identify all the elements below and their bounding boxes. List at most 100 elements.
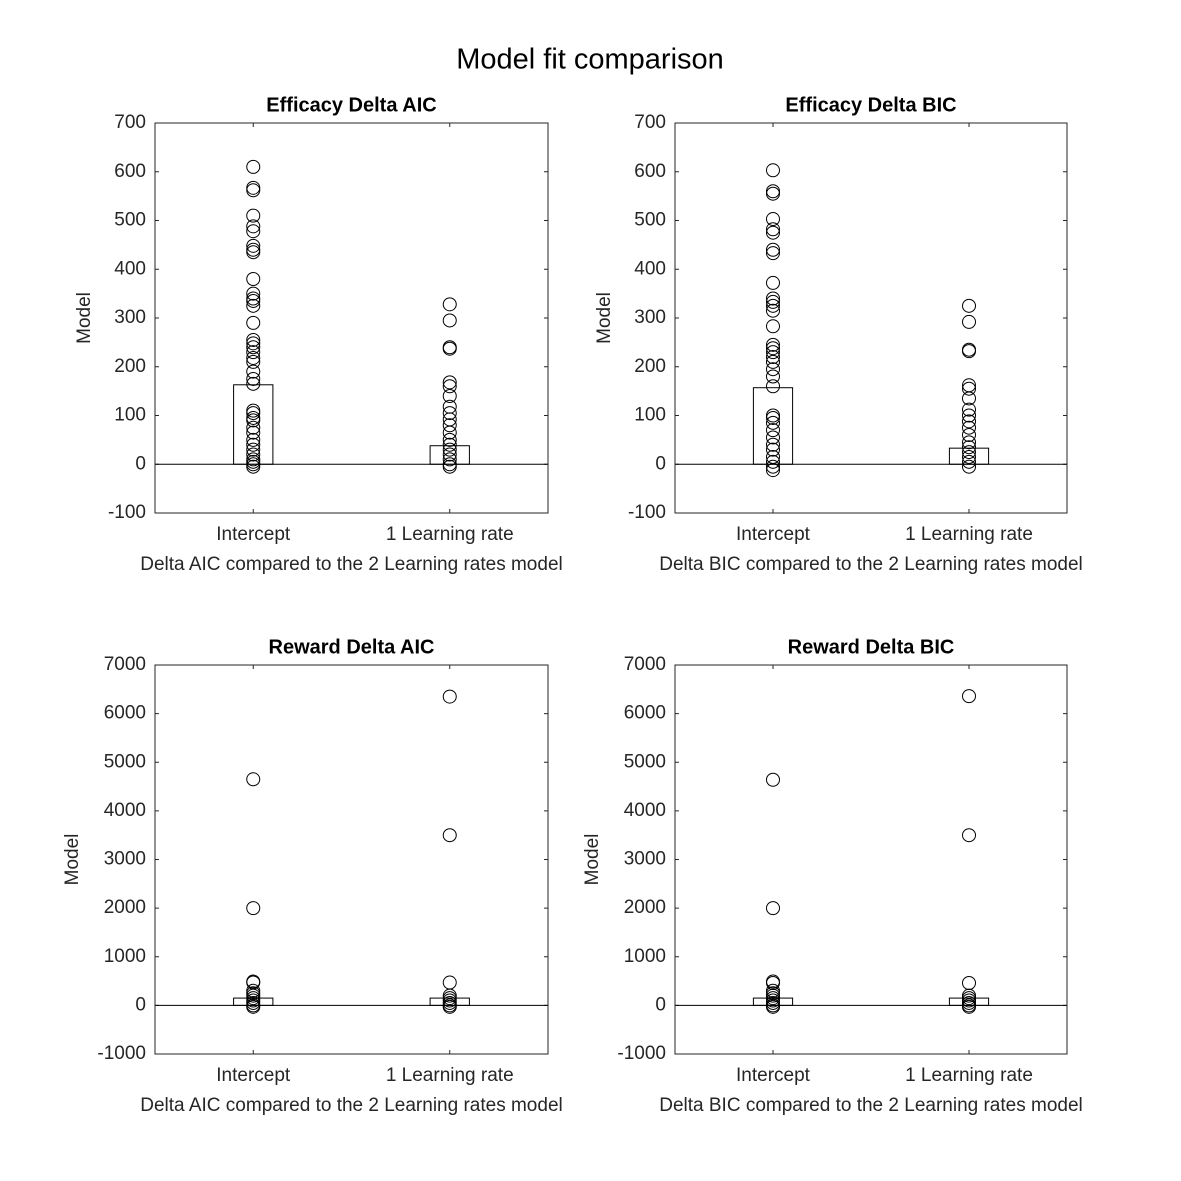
data-point (246, 447, 261, 462)
data-point (246, 354, 261, 369)
data-point (962, 391, 976, 406)
y-tick-label: 5000 (624, 751, 666, 772)
data-point (442, 389, 457, 403)
data-point (246, 286, 261, 301)
y-tick-label: 200 (634, 356, 666, 377)
x-tick-label: Intercept (736, 524, 811, 545)
x-tick-label: 1 Learning rate (905, 524, 1033, 545)
data-point (442, 418, 457, 433)
data-point (442, 437, 457, 452)
x-tick-label: Intercept (736, 1065, 811, 1086)
data-point (766, 298, 780, 313)
y-tick-label: -1000 (617, 1043, 666, 1064)
x-tick-label: 1 Learning rate (386, 524, 514, 545)
y-tick-label: 100 (634, 405, 666, 426)
data-point (246, 224, 261, 239)
x-axis-label: Delta AIC compared to the 2 Learning rat… (140, 1095, 562, 1116)
y-tick-label: 600 (634, 161, 666, 182)
data-point (962, 402, 976, 417)
y-tick-label: 4000 (104, 800, 146, 821)
y-tick-label: 3000 (104, 849, 146, 870)
data-point (962, 454, 976, 469)
y-tick-label: 300 (114, 307, 146, 328)
data-point (246, 345, 261, 360)
y-tick-label: 0 (135, 453, 146, 474)
data-point (766, 212, 780, 227)
x-tick-label: 1 Learning rate (386, 1065, 514, 1086)
data-point (246, 413, 261, 428)
data-point (442, 828, 457, 843)
data-point (766, 291, 780, 306)
figure-title: Model fit comparison (456, 44, 724, 76)
axes-box (154, 122, 549, 514)
y-tick-label: 600 (114, 161, 146, 182)
y-tick-label: 2000 (104, 897, 146, 918)
x-axis-label: Delta BIC compared to the 2 Learning rat… (659, 554, 1083, 575)
data-point (442, 999, 457, 1014)
x-tick-label: Intercept (216, 524, 291, 545)
data-point (766, 901, 780, 916)
data-point (962, 344, 976, 359)
data-point (962, 449, 976, 464)
y-tick-label: 400 (634, 258, 666, 279)
data-point (962, 381, 976, 396)
data-point (766, 345, 780, 360)
data-point (246, 437, 261, 452)
data-point (766, 442, 780, 457)
data-point (766, 163, 780, 178)
data-point (246, 364, 261, 379)
y-tick-label: 500 (114, 210, 146, 231)
data-point (246, 183, 261, 198)
y-tick-label: 6000 (624, 703, 666, 724)
data-point (246, 272, 261, 286)
data-point (246, 293, 261, 308)
data-point (442, 459, 457, 474)
y-tick-label: -100 (108, 502, 146, 523)
data-point (246, 459, 261, 474)
data-point (442, 375, 457, 390)
data-point (246, 340, 261, 355)
data-point (766, 463, 780, 478)
data-point (246, 999, 261, 1014)
x-axis-label: Delta AIC compared to the 2 Learning rat… (140, 554, 562, 575)
data-point (962, 445, 976, 460)
data-point (766, 246, 780, 261)
data-point (766, 437, 780, 452)
data-point (766, 999, 780, 1014)
y-tick-label: 0 (655, 453, 666, 474)
data-point (246, 332, 261, 347)
axes-box (674, 122, 1068, 514)
data-point (962, 414, 976, 429)
bar (752, 387, 794, 465)
data-point (766, 415, 780, 430)
data-point (246, 901, 261, 916)
data-point (766, 222, 780, 237)
data-point (962, 440, 976, 455)
data-point (246, 350, 261, 365)
y-tick-label: 100 (114, 405, 146, 426)
data-point (442, 341, 457, 356)
y-tick-label: 4000 (624, 800, 666, 821)
data-point (766, 454, 780, 469)
data-point (246, 238, 261, 253)
data-point (246, 425, 261, 440)
x-axis-label: Delta BIC compared to the 2 Learning rat… (659, 1095, 1083, 1116)
data-point (962, 420, 976, 435)
y-tick-label: 5000 (104, 751, 146, 772)
data-point (766, 379, 780, 394)
data-point (246, 219, 261, 234)
data-point (766, 275, 780, 290)
data-point (962, 689, 976, 704)
data-point (766, 294, 780, 309)
data-point (962, 428, 976, 442)
data-point (442, 425, 457, 440)
data-point (766, 341, 780, 356)
y-tick-label: 300 (634, 307, 666, 328)
data-point (766, 337, 780, 352)
data-point (766, 319, 780, 334)
data-point (246, 432, 261, 447)
data-point (962, 999, 976, 1014)
data-point (246, 376, 261, 391)
data-point (442, 689, 457, 704)
